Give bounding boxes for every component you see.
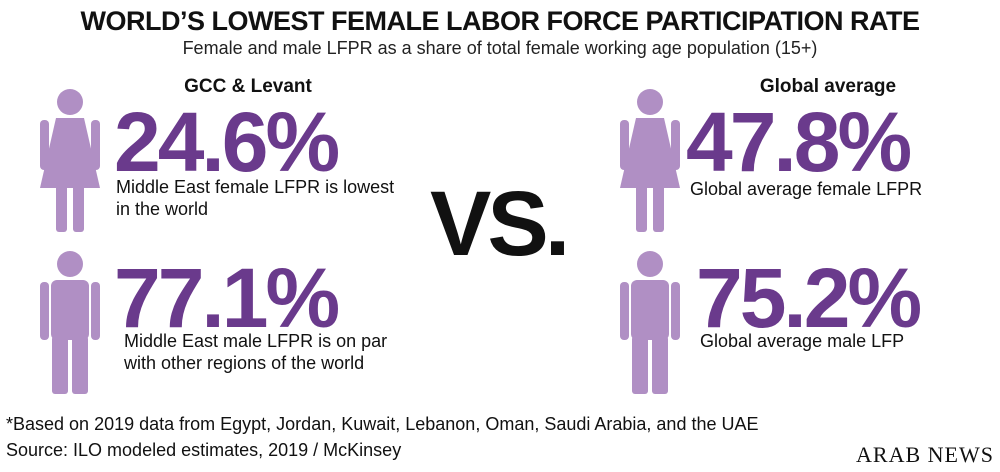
stat-value: 75.2%	[696, 251, 922, 345]
stat-value: 47.8%	[686, 95, 912, 189]
subtitle: Female and male LFPR as a share of total…	[182, 38, 818, 58]
title: WORLD’S LOWEST FEMALE LABOR FORCE PARTIC…	[80, 6, 920, 36]
stat-description: Middle East female LFPR is lowest in the…	[116, 177, 395, 219]
stat-value: 24.6%	[114, 95, 340, 189]
female-icon	[40, 89, 100, 232]
footnote: *Based on 2019 data from Egypt, Jordan, …	[6, 414, 759, 434]
source: Source: ILO modeled estimates, 2019 / Mc…	[6, 440, 402, 460]
male-icon	[40, 251, 100, 394]
stat-description: Middle East male LFPR is on par with oth…	[124, 331, 388, 373]
male-icon	[620, 251, 680, 394]
brand: ARAB NEWS	[856, 442, 994, 467]
stat-description: Global average female LFPR	[690, 179, 923, 199]
stat-value: 77.1%	[114, 251, 340, 345]
panel-title: GCC & Levant	[184, 76, 312, 97]
stat-description: Global average male LFP	[700, 331, 905, 351]
panel-title: Global average	[759, 76, 897, 97]
versus: VS.	[430, 173, 570, 275]
female-icon	[620, 89, 680, 232]
